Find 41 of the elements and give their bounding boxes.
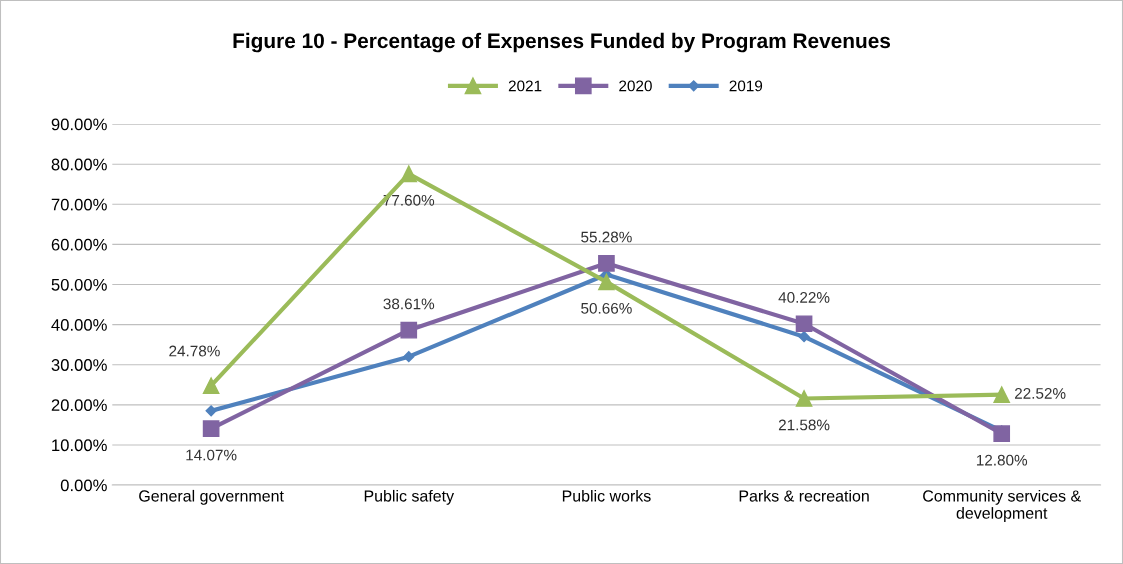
- point: [798, 331, 810, 343]
- data-label: 12.80%: [976, 454, 1028, 466]
- point: [400, 165, 418, 183]
- y-tick-label: 70.00%: [51, 198, 107, 211]
- point: [205, 405, 217, 417]
- point: [795, 315, 813, 333]
- y-tick-label: 20.00%: [51, 399, 107, 412]
- point: [598, 273, 615, 291]
- legend-label: 2019: [729, 80, 763, 92]
- x-tick-label: General government: [139, 489, 284, 505]
- data-label: 40.22%: [778, 292, 830, 303]
- point: [403, 351, 415, 363]
- data-label: 22.52%: [1014, 388, 1066, 399]
- y-tick-label: 50.00%: [51, 278, 107, 291]
- y-tick-label: 90.00%: [51, 118, 107, 131]
- point: [993, 386, 1011, 404]
- data-label: 14.07%: [186, 449, 237, 461]
- x-tick-label: Parks & recreation: [739, 489, 869, 502]
- data-label: 24.78%: [169, 345, 220, 357]
- data-label: 21.58%: [778, 419, 830, 431]
- legend-label: 2021: [508, 80, 542, 92]
- data-label: 38.61%: [383, 298, 435, 310]
- legend-label: 2020: [619, 80, 652, 92]
- y-tick-label: 40.00%: [51, 319, 107, 331]
- y-tick-label: 80.00%: [51, 158, 107, 171]
- point: [202, 420, 220, 437]
- data-label: 50.66%: [581, 302, 632, 314]
- point: [795, 390, 813, 407]
- x-tick-label: Public works: [562, 489, 651, 502]
- y-tick-label: 0.00%: [60, 479, 107, 492]
- y-tick-label: 60.00%: [51, 238, 107, 251]
- y-tick-label: 10.00%: [52, 439, 107, 452]
- x-tick-label: Public safety: [364, 489, 455, 505]
- point: [993, 425, 1011, 443]
- point: [400, 321, 418, 339]
- point: [598, 254, 615, 272]
- data-label: 55.28%: [581, 231, 632, 243]
- point: [202, 377, 220, 394]
- y-tick-label: 30.00%: [51, 359, 107, 371]
- chart-title: Figure 10 - Percentage of Expenses Funded by Program Revenues: [233, 32, 891, 53]
- x-tick-label: Community services & development: [923, 489, 1081, 522]
